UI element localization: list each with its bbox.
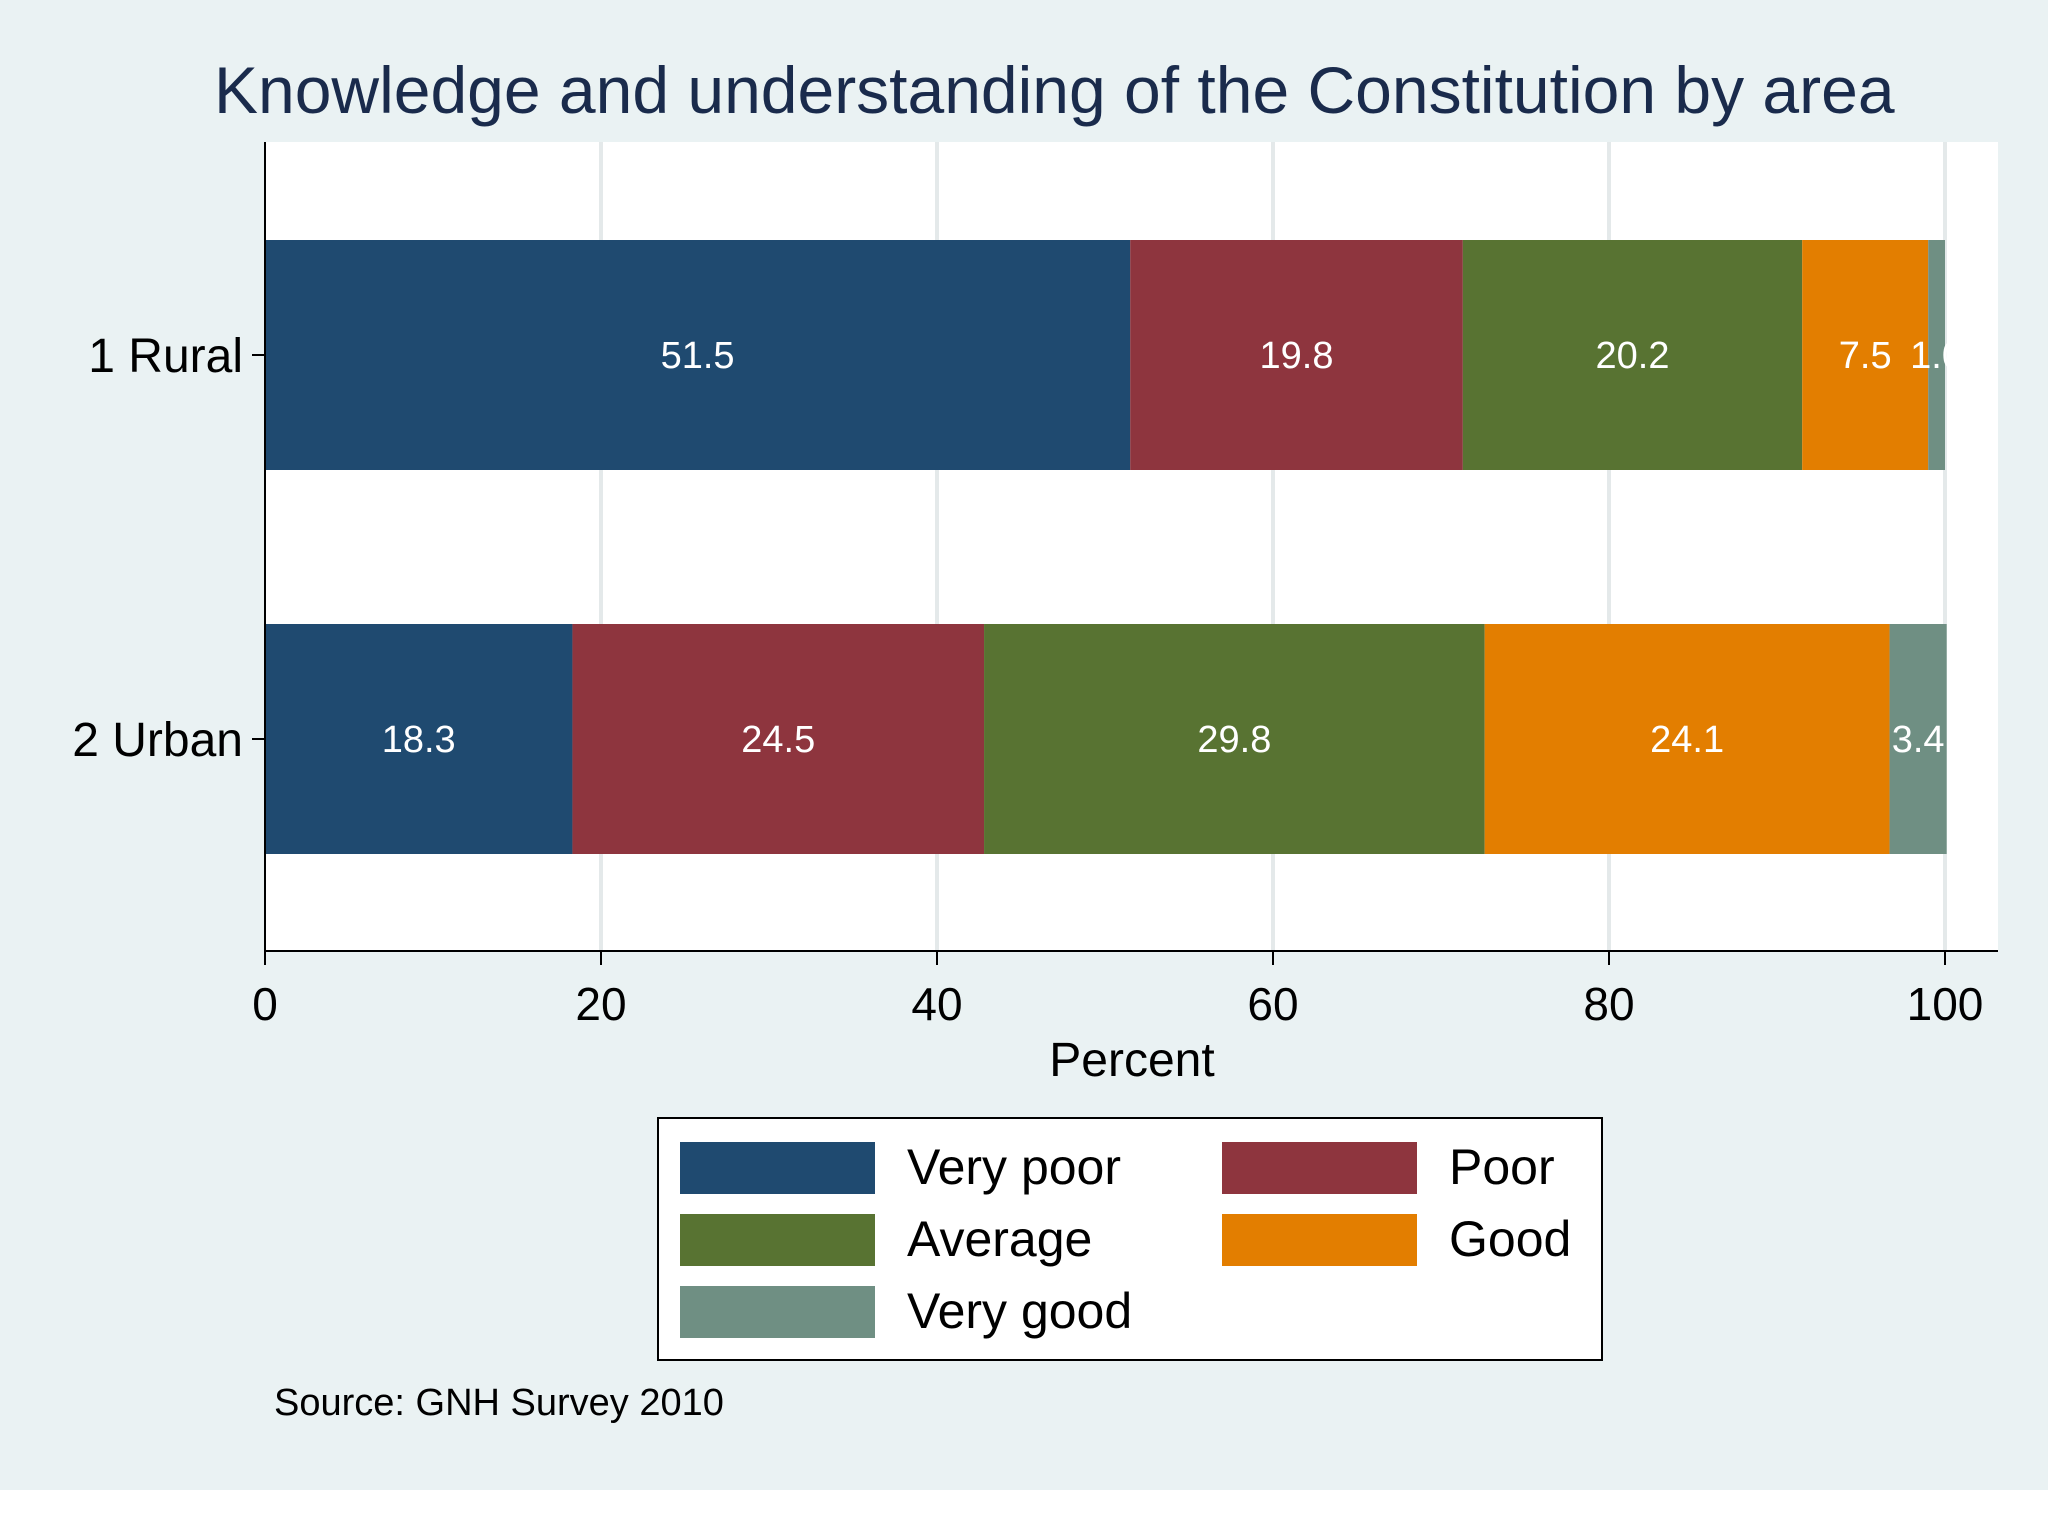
bar-value-label: 51.5 — [661, 335, 735, 377]
legend-swatch — [1222, 1142, 1417, 1194]
bar-segment — [1928, 240, 1945, 470]
bar-segment — [265, 624, 573, 854]
bar-value-label: 20.2 — [1596, 335, 1670, 377]
legend-label: Poor — [1449, 1139, 1555, 1195]
bar-value-label: 7.5 — [1839, 335, 1892, 377]
x-tick-label: 100 — [1907, 978, 1984, 1030]
bar-segment — [984, 624, 1485, 854]
x-tick-label: 60 — [1247, 978, 1298, 1030]
bar-segment — [572, 624, 985, 854]
y-category-label: 1 Rural — [88, 330, 243, 383]
legend-swatch — [1222, 1214, 1417, 1266]
legend-swatch — [680, 1142, 875, 1194]
bars — [265, 240, 1947, 854]
legend-label: Average — [907, 1211, 1092, 1267]
legend-label: Very poor — [907, 1139, 1121, 1195]
legend-swatch — [680, 1214, 875, 1266]
x-tick-label: 40 — [911, 978, 962, 1030]
bar-value-label: 18.3 — [382, 719, 456, 761]
legend-label: Good — [1449, 1211, 1571, 1267]
bar-labels: 51.5 19.8 20.2 7.5 1.0 18.3 24.5 29.8 24.1 3.4 — [382, 335, 1963, 761]
legend: Very poor Poor Average Good Very good — [657, 1117, 1603, 1361]
bar-segment — [1130, 240, 1463, 470]
bar-value-label: 24.5 — [741, 719, 815, 761]
bar-segment — [1462, 240, 1803, 470]
chart-title: Knowledge and understanding of the Const… — [214, 53, 1895, 127]
bar-value-label: 19.8 — [1260, 335, 1334, 377]
y-category-label: 2 Urban — [72, 714, 243, 767]
x-tick-label: 80 — [1583, 978, 1634, 1030]
legend-swatch — [680, 1286, 875, 1338]
bar-value-label: 1.0 — [1910, 335, 1963, 377]
bar-segment — [265, 240, 1131, 470]
bar-value-label: 24.1 — [1650, 719, 1724, 761]
x-axis-ticks: 0 20 40 60 80 100 — [252, 951, 1983, 1030]
x-axis-label: Percent — [1049, 1034, 1214, 1087]
x-tick-label: 0 — [252, 978, 278, 1030]
bar-value-label: 29.8 — [1197, 719, 1271, 761]
x-tick-label: 20 — [575, 978, 626, 1030]
bar-segment — [1484, 624, 1890, 854]
bar-segment — [1889, 624, 1947, 854]
legend-label: Very good — [907, 1283, 1132, 1339]
source-note: Source: GNH Survey 2010 — [274, 1382, 724, 1424]
bar-segment — [1802, 240, 1929, 470]
y-axis-labels: 1 Rural 2 Urban — [72, 330, 265, 767]
bar-value-label: 3.4 — [1892, 719, 1945, 761]
